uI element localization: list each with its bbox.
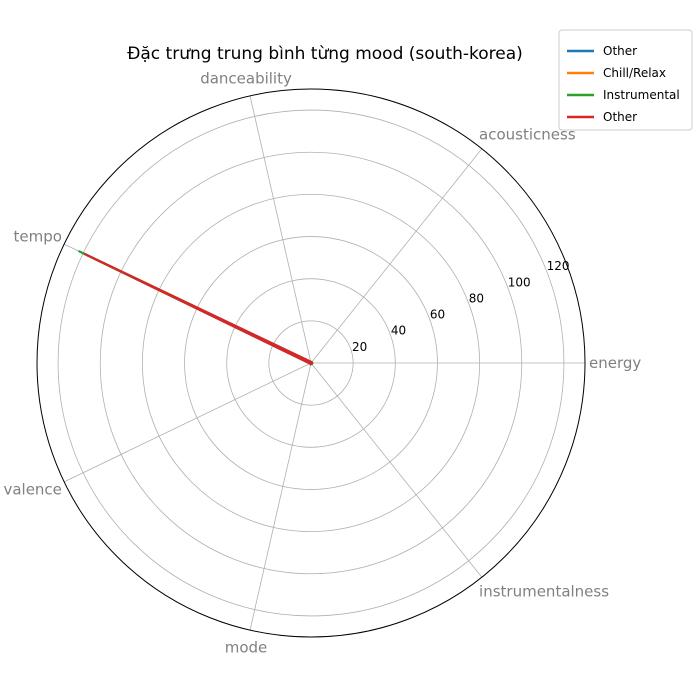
legend: Other Chill/Relax Instrumental Other (558, 29, 693, 131)
series-3-other (83, 253, 314, 366)
radial-tick-labels: 20 40 60 80 100 120 (352, 259, 570, 354)
tick-label-20: 20 (352, 340, 367, 354)
tick-label-120: 120 (547, 259, 570, 273)
radar-series (78, 250, 314, 366)
axis-label-instrumentalness: instrumentalness (479, 582, 609, 600)
spoke-danceability (249, 95, 312, 364)
spoke-mode (249, 362, 312, 631)
outer-frame (36, 88, 586, 638)
axis-label-mode: mode (225, 639, 268, 657)
axis-label-energy: energy (589, 354, 641, 372)
axis-label-danceability: danceability (200, 69, 292, 87)
tick-label-100: 100 (508, 275, 531, 289)
axis-label-tempo: tempo (13, 227, 61, 245)
spoke-valence (63, 362, 312, 483)
legend-label-3: Other (603, 110, 637, 124)
spoke-acousticness (310, 148, 483, 364)
chart-title: Đặc trưng trung bình từng mood (south-ko… (127, 44, 523, 64)
legend-label-0: Other (603, 44, 637, 58)
legend-label-2: Instrumental (603, 88, 680, 102)
axis-label-acousticness: acousticness (479, 126, 576, 144)
legend-label-1: Chill/Relax (603, 66, 666, 80)
spoke-instrumentalness (310, 362, 483, 578)
axis-label-valence: valence (3, 481, 61, 499)
tick-label-60: 60 (430, 308, 445, 322)
axis-labels: energy acousticness danceability tempo valen… (3, 69, 641, 656)
legend-frame (558, 29, 693, 131)
tick-label-80: 80 (469, 291, 484, 305)
tick-label-40: 40 (391, 324, 406, 338)
